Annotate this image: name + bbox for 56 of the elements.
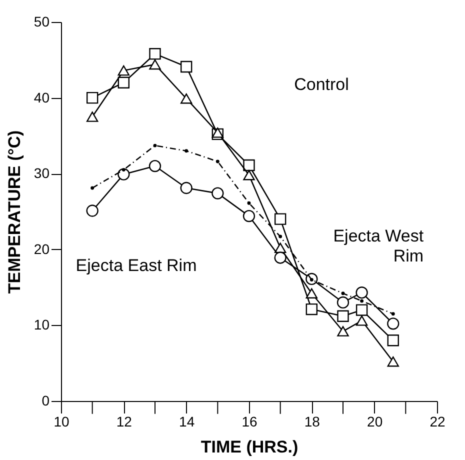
point (86, 112, 98, 122)
point (391, 312, 395, 316)
x-tick-label: 16 (242, 414, 258, 430)
point (180, 60, 192, 73)
point (360, 299, 364, 303)
point (274, 252, 286, 264)
point (86, 92, 98, 104)
y-tick-label: 10 (34, 316, 50, 333)
point (356, 304, 368, 316)
point (212, 187, 224, 200)
point (180, 182, 192, 194)
point (247, 201, 251, 205)
point (337, 310, 349, 322)
y-tick-label: 0 (42, 392, 50, 408)
point (243, 159, 255, 172)
x-tick-label: 20 (367, 414, 383, 430)
x-tick-label: 22 (430, 414, 446, 430)
point (90, 186, 94, 190)
x-tick-label: 12 (116, 414, 132, 430)
point (153, 144, 157, 148)
y-axis-title: TEMPERATURE (°C) (4, 130, 24, 294)
point (184, 149, 188, 153)
point (274, 213, 286, 225)
x-axis-title: TIME (HRS.) (200, 438, 298, 456)
point (278, 234, 282, 238)
point (387, 356, 399, 367)
point (356, 286, 368, 299)
y-tick-label: 50 (34, 14, 50, 30)
point (341, 292, 345, 296)
point (149, 59, 161, 70)
point (148, 160, 162, 172)
annotation: Control (294, 74, 349, 94)
y-tick-label: 40 (34, 89, 50, 106)
x-tick-label: 10 (54, 414, 70, 430)
x-tick-label: 18 (304, 414, 320, 430)
point (242, 210, 256, 222)
point (387, 318, 400, 330)
annotation: Ejecta East Rim (76, 256, 197, 276)
point (149, 48, 161, 60)
point (212, 128, 224, 138)
y-tick-label: 30 (34, 165, 50, 182)
point (306, 303, 318, 316)
point (86, 204, 98, 217)
annotation: Ejecta West Rim (333, 226, 424, 266)
point (216, 160, 220, 164)
point (243, 170, 255, 180)
point (118, 76, 130, 88)
point (180, 93, 192, 104)
point (336, 296, 350, 309)
y-tick-label: 20 (34, 240, 50, 257)
point (337, 326, 349, 336)
x-tick-label: 14 (179, 414, 195, 430)
point (306, 288, 318, 299)
point (118, 65, 130, 76)
point (387, 334, 399, 346)
point (356, 316, 368, 326)
